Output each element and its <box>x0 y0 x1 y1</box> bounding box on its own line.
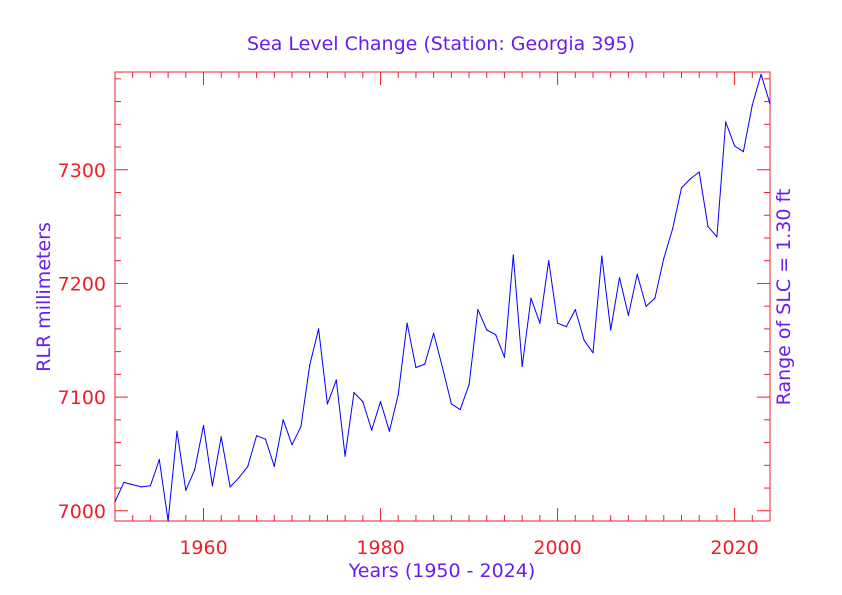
x-tick-labels: 1960 1980 2000 2020 <box>179 537 758 559</box>
data-point-1976 <box>344 455 346 457</box>
y-axis-label: RLR millimeters <box>33 222 55 372</box>
data-point-1987 <box>441 366 444 369</box>
data-point-1972 <box>309 364 311 366</box>
data-point-2019 <box>725 121 727 123</box>
data-point-2002 <box>574 309 576 311</box>
data-point-1952 <box>132 484 134 486</box>
data-point-1999 <box>548 260 550 262</box>
data-point-2006 <box>610 329 612 331</box>
data-point-1979 <box>371 429 373 431</box>
data-point-1958 <box>185 489 187 491</box>
x-axis-label: Years (1950 - 2024) <box>348 560 536 582</box>
data-point-1959 <box>194 469 196 471</box>
data-point-1973 <box>318 328 320 330</box>
data-point-2012 <box>663 257 665 259</box>
y-tick-label: 7300 <box>58 160 106 182</box>
plot-frame <box>114 71 771 522</box>
data-point-2016 <box>698 171 700 173</box>
data-point-1988 <box>450 403 452 405</box>
data-point-2023 <box>760 73 762 75</box>
x-axis-top-ticks <box>114 72 771 85</box>
data-point-1993 <box>495 334 497 336</box>
data-point-2017 <box>707 226 709 228</box>
data-point-1984 <box>415 366 417 369</box>
data-point-1966 <box>256 435 258 437</box>
y-axis-left-ticks <box>115 78 128 512</box>
data-point-1971 <box>300 426 302 428</box>
y-tick-label: 7100 <box>58 387 106 409</box>
data-point-1956 <box>167 520 169 522</box>
data-point-1980 <box>379 401 382 403</box>
data-point-2024 <box>769 103 771 105</box>
data-point-1996 <box>521 365 523 367</box>
data-point-1960 <box>202 424 205 427</box>
y-tick-label: 7000 <box>58 501 106 523</box>
data-point-1985 <box>424 363 426 365</box>
range-label: Range of SLC = 1.30 ft <box>773 189 795 406</box>
data-point-2011 <box>654 297 656 299</box>
x-tick-label: 2020 <box>710 537 758 559</box>
data-point-2020 <box>734 145 736 147</box>
data-point-2015 <box>689 178 691 180</box>
x-tick-label: 2000 <box>533 537 581 559</box>
data-point-1962 <box>220 436 222 438</box>
data-point-2022 <box>751 104 753 106</box>
data-point-1964 <box>238 477 240 479</box>
x-tick-label: 1960 <box>179 537 227 559</box>
data-point-1975 <box>335 379 337 381</box>
data-point-1997 <box>530 297 532 299</box>
data-point-2007 <box>618 277 621 279</box>
data-points <box>114 73 771 522</box>
data-point-2021 <box>742 151 745 153</box>
data-point-1969 <box>282 419 284 421</box>
data-point-2010 <box>645 305 647 307</box>
x-axis-bottom-ticks <box>114 508 771 521</box>
data-point-1977 <box>353 392 355 394</box>
data-point-1963 <box>229 486 231 488</box>
data-point-1967 <box>264 438 267 440</box>
data-point-2001 <box>565 326 568 328</box>
data-point-1965 <box>247 465 249 467</box>
data-point-1994 <box>503 356 506 358</box>
data-point-1953 <box>141 486 143 488</box>
data-point-1989 <box>459 409 461 411</box>
data-point-2000 <box>557 322 559 324</box>
data-point-1961 <box>211 485 213 487</box>
data-point-1970 <box>291 444 293 446</box>
chart-title: Sea Level Change (Station: Georgia 395) <box>247 33 635 55</box>
data-point-1992 <box>486 329 488 331</box>
y-tick-labels: 7000 7100 7200 7300 <box>58 160 106 523</box>
data-point-2009 <box>636 273 638 275</box>
data-point-1954 <box>149 485 151 487</box>
y-tick-label: 7200 <box>58 273 106 295</box>
data-point-1981 <box>388 430 390 432</box>
y-axis-right-ticks <box>757 78 770 512</box>
data-point-2018 <box>716 236 718 238</box>
data-point-1955 <box>158 459 160 461</box>
data-point-1990 <box>468 384 470 386</box>
data-point-1982 <box>397 394 399 396</box>
x-tick-label: 1980 <box>356 537 404 559</box>
data-point-2005 <box>601 255 603 257</box>
data-point-1957 <box>176 430 178 432</box>
data-point-1991 <box>477 309 479 311</box>
data-point-1978 <box>362 401 364 403</box>
data-point-1950 <box>114 501 116 503</box>
data-point-2013 <box>672 228 674 230</box>
data-point-2014 <box>680 187 683 189</box>
sea-level-series-line <box>114 73 771 522</box>
data-point-2003 <box>583 339 585 341</box>
data-point-2008 <box>627 314 630 316</box>
data-point-1986 <box>433 332 435 334</box>
data-point-1998 <box>539 322 541 324</box>
data-point-1968 <box>273 465 275 467</box>
data-point-1983 <box>406 322 408 324</box>
data-point-1951 <box>123 481 125 483</box>
data-point-2004 <box>592 352 594 354</box>
data-point-1974 <box>326 403 328 405</box>
data-point-1995 <box>512 254 514 256</box>
